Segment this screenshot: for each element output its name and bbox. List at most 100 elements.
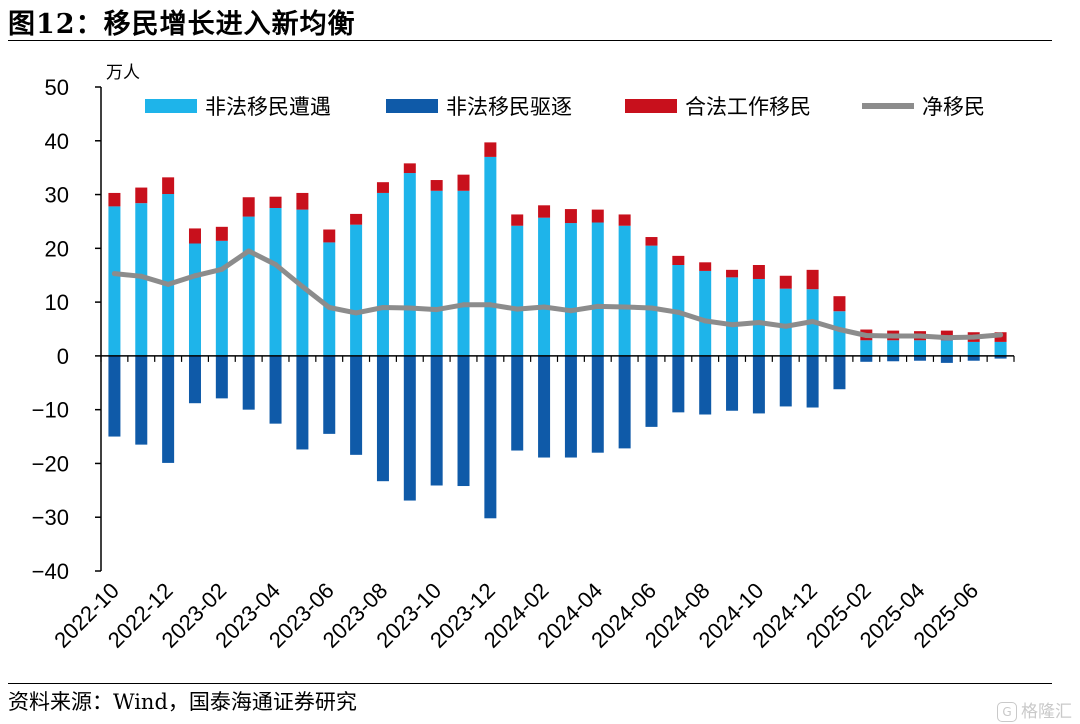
bar-legal-work <box>135 187 148 204</box>
bar-legal-work <box>162 177 175 195</box>
bar-illegal-removals <box>940 355 953 363</box>
point-net-migration <box>971 334 977 340</box>
y-tick-label: −20 <box>32 451 69 476</box>
point-net-migration <box>407 305 413 311</box>
y-tick-label: 0 <box>57 344 69 369</box>
bar-legal-work <box>296 192 309 210</box>
bar-illegal-encounters <box>162 194 175 356</box>
bar-illegal-encounters <box>135 203 148 356</box>
point-net-migration <box>568 308 574 314</box>
watermark-logo-icon: G <box>997 702 1017 722</box>
footer-divider <box>8 683 1052 684</box>
legend-label: 合法工作移民 <box>685 95 811 119</box>
bar-illegal-encounters <box>833 311 846 356</box>
bar-illegal-removals <box>618 355 631 449</box>
bar-legal-work <box>564 209 577 224</box>
legend-swatch <box>386 99 438 113</box>
bar-illegal-encounters <box>994 341 1007 356</box>
bar-illegal-encounters <box>538 217 551 356</box>
y-tick-label: −10 <box>32 398 69 423</box>
bar-legal-work <box>511 214 524 226</box>
point-net-migration <box>756 320 762 326</box>
legend-label: 非法移民驱逐 <box>446 95 572 119</box>
point-net-migration <box>917 333 923 339</box>
bar-illegal-encounters <box>860 340 873 356</box>
bar-illegal-removals <box>887 355 900 362</box>
bar-illegal-removals <box>188 355 201 404</box>
figure-header: 图12：移民增长进入新均衡 <box>8 0 1052 41</box>
bar-legal-work <box>108 192 121 207</box>
bar-legal-work <box>242 197 255 217</box>
watermark-text: 格隆汇 <box>1021 702 1072 722</box>
bar-legal-work <box>457 174 470 191</box>
bar-illegal-removals <box>162 355 175 463</box>
bar-illegal-encounters <box>591 222 604 356</box>
bar-illegal-removals <box>323 355 336 434</box>
bar-illegal-encounters <box>269 208 282 356</box>
bar-illegal-encounters <box>511 225 524 356</box>
point-net-migration <box>111 271 117 277</box>
bar-illegal-removals <box>538 355 551 458</box>
bar-illegal-removals <box>914 355 927 361</box>
bar-legal-work <box>699 262 712 271</box>
bar-illegal-removals <box>403 355 416 501</box>
point-net-migration <box>541 304 547 310</box>
y-tick-label: 10 <box>45 290 69 315</box>
bar-legal-work <box>806 269 819 290</box>
point-net-migration <box>273 261 279 267</box>
bar-illegal-encounters <box>752 278 765 356</box>
point-net-migration <box>729 322 735 328</box>
point-net-migration <box>514 306 520 312</box>
bar-legal-work <box>269 196 282 208</box>
bar-legal-work <box>538 205 551 218</box>
point-net-migration <box>353 310 359 316</box>
bar-legal-work <box>645 237 658 246</box>
bar-illegal-removals <box>967 355 980 361</box>
bar-illegal-encounters <box>323 242 336 356</box>
bar-illegal-removals <box>806 355 819 408</box>
bar-legal-work <box>430 180 443 191</box>
bar-illegal-removals <box>779 355 792 407</box>
point-net-migration <box>326 304 332 310</box>
point-net-migration <box>299 284 305 290</box>
bar-illegal-encounters <box>887 340 900 356</box>
point-net-migration <box>246 248 252 254</box>
bar-illegal-encounters <box>188 243 201 356</box>
bar-illegal-encounters <box>108 206 121 356</box>
bar-illegal-removals <box>672 355 685 413</box>
bar-illegal-encounters <box>296 209 309 356</box>
bar-legal-work <box>726 269 739 278</box>
bar-illegal-removals <box>752 355 765 414</box>
point-net-migration <box>380 304 386 310</box>
bar-legal-work <box>484 142 497 157</box>
bar-illegal-removals <box>511 355 524 451</box>
bar-illegal-removals <box>242 355 255 410</box>
legend-swatch <box>145 99 197 113</box>
y-tick-label: 50 <box>45 75 69 100</box>
bar-illegal-encounters <box>403 173 416 356</box>
bar-illegal-encounters <box>457 190 470 356</box>
bar-illegal-removals <box>215 355 228 399</box>
point-net-migration <box>138 273 144 279</box>
bar-illegal-removals <box>591 355 604 453</box>
bar-illegal-removals <box>699 355 712 415</box>
point-net-migration <box>702 318 708 324</box>
y-unit-label: 万人 <box>106 63 140 83</box>
point-net-migration <box>810 318 816 324</box>
point-net-migration <box>487 302 493 308</box>
bar-illegal-encounters <box>564 223 577 356</box>
point-net-migration <box>622 304 628 310</box>
legend-swatch <box>625 99 677 113</box>
bar-legal-work <box>376 182 389 193</box>
bar-illegal-encounters <box>940 340 953 356</box>
bar-legal-work <box>323 229 336 243</box>
bar-illegal-encounters <box>376 192 389 356</box>
point-net-migration <box>890 333 896 339</box>
y-tick-label: 40 <box>45 129 69 154</box>
bar-illegal-removals <box>108 355 121 437</box>
bar-illegal-removals <box>645 355 658 427</box>
bar-illegal-removals <box>994 355 1007 359</box>
watermark: G 格隆汇 <box>997 697 1072 722</box>
point-net-migration <box>944 335 950 341</box>
